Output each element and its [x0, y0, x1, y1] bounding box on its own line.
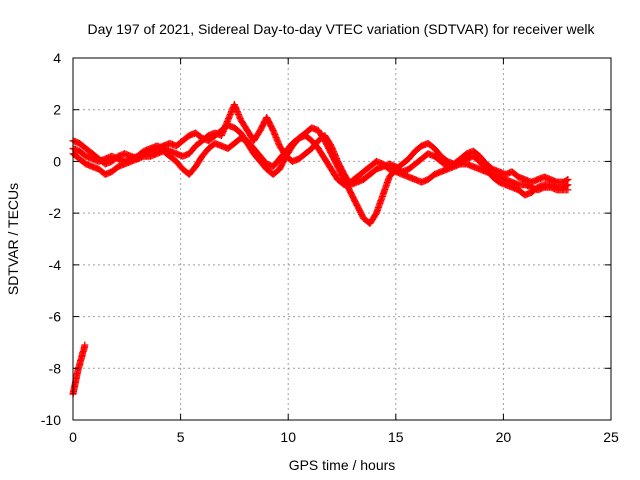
y-axis-label: SDTVAR / TECUs [5, 183, 21, 295]
y-tick-label: 0 [53, 153, 61, 169]
x-tick-label: 25 [603, 429, 619, 445]
sdtvar-track-c-point [564, 176, 572, 184]
x-axis-label: GPS time / hours [289, 457, 396, 473]
x-tick-label: 20 [496, 429, 512, 445]
axis-ticks [72, 57, 612, 421]
y-tick-label: -8 [49, 360, 62, 376]
sdtvar-early-drop-point [81, 341, 89, 349]
sdtvar-track-c-point [563, 176, 571, 184]
chart-title: Day 197 of 2021, Sidereal Day-to-day VTE… [87, 21, 595, 37]
tick-labels: 0 5 10 15 20 25 -10 -8 -6 -4 -2 0 2 4 [41, 50, 619, 445]
y-tick-label: 2 [53, 102, 61, 118]
y-tick-label: 4 [53, 50, 61, 66]
y-tick-label: -4 [49, 257, 62, 273]
x-tick-label: 15 [388, 429, 404, 445]
y-tick-label: -2 [49, 205, 62, 221]
x-tick-label: 5 [177, 429, 185, 445]
x-tick-label: 0 [69, 429, 77, 445]
x-tick-label: 10 [280, 429, 296, 445]
grid-lines [73, 58, 611, 420]
plot-area-border [72, 57, 612, 421]
data-points [69, 101, 572, 398]
y-tick-label: -6 [49, 309, 62, 325]
y-tick-label: -10 [41, 412, 61, 428]
sdtvar-track-b-point [564, 186, 572, 194]
